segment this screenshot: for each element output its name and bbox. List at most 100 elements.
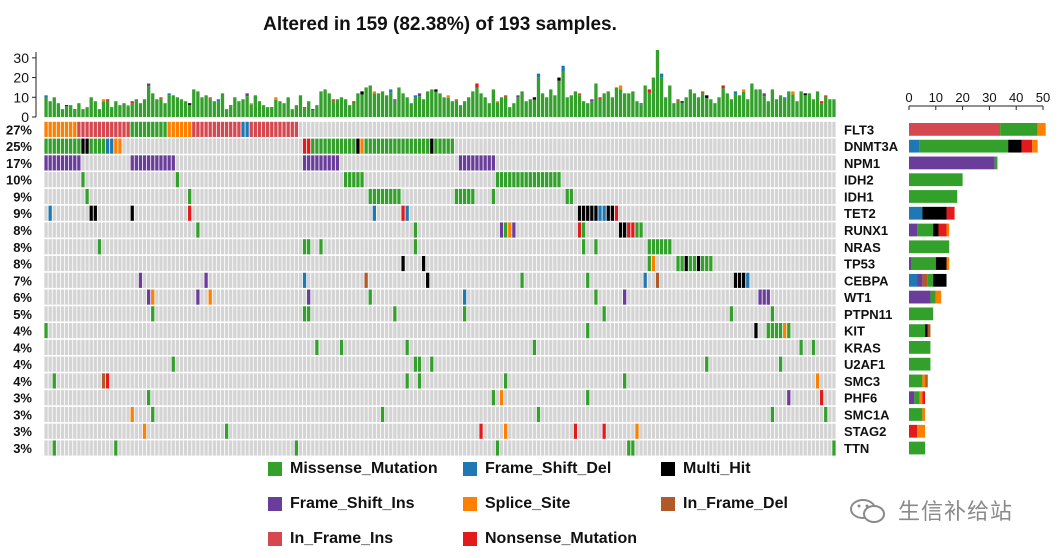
empty-cell <box>729 255 734 272</box>
empty-cell <box>331 239 335 255</box>
mutation-cell <box>52 121 56 137</box>
mutation-cell <box>409 138 413 154</box>
empty-cell <box>257 205 262 221</box>
empty-cell <box>413 155 418 171</box>
gene-bar-axis-tick-label: 20 <box>955 90 969 105</box>
empty-cell <box>512 205 516 221</box>
mutation-cell <box>655 239 660 255</box>
empty-cell <box>85 440 89 456</box>
empty-cell <box>130 373 134 389</box>
empty-cell <box>274 440 278 456</box>
empty-cell <box>159 289 163 305</box>
empty-cell <box>618 138 623 154</box>
empty-cell <box>590 121 594 137</box>
empty-cell <box>557 155 561 171</box>
empty-cell <box>81 289 85 305</box>
empty-cell <box>783 239 787 255</box>
empty-cell <box>766 138 770 154</box>
empty-cell <box>146 373 151 389</box>
mutation-cell <box>426 138 430 154</box>
empty-cell <box>639 373 643 389</box>
empty-cell <box>803 289 807 305</box>
empty-cell <box>434 222 438 238</box>
empty-cell <box>627 239 631 255</box>
empty-cell <box>311 222 315 238</box>
empty-cell <box>557 255 561 272</box>
empty-cell <box>770 239 775 255</box>
empty-cell <box>815 188 820 205</box>
empty-cell <box>627 390 631 406</box>
empty-cell <box>323 121 327 137</box>
empty-cell <box>787 406 791 423</box>
mutation-cell <box>151 306 155 322</box>
empty-cell <box>647 205 651 221</box>
empty-cell <box>631 239 635 255</box>
empty-cell <box>614 306 619 322</box>
empty-cell <box>188 272 192 288</box>
tmb-bar <box>458 105 463 117</box>
empty-cell <box>651 222 656 238</box>
empty-cell <box>339 188 344 205</box>
empty-cell <box>495 121 500 137</box>
mutation-cell <box>647 255 651 272</box>
empty-cell <box>717 306 721 322</box>
empty-cell <box>167 239 171 255</box>
empty-cell <box>729 239 734 255</box>
empty-cell <box>569 205 573 221</box>
empty-cell <box>212 356 216 372</box>
empty-cell <box>389 222 393 238</box>
empty-cell <box>495 272 500 288</box>
empty-cell <box>795 356 799 372</box>
empty-cell <box>729 373 734 389</box>
empty-cell <box>458 440 463 456</box>
empty-cell <box>520 323 524 339</box>
empty-cell <box>774 205 779 221</box>
empty-cell <box>783 138 787 154</box>
empty-cell <box>635 289 639 305</box>
empty-cell <box>803 423 807 439</box>
empty-cell <box>302 356 307 372</box>
empty-cell <box>532 406 537 423</box>
tmb-bar <box>311 109 315 117</box>
empty-cell <box>668 440 672 456</box>
empty-cell <box>237 222 241 238</box>
empty-cell <box>705 138 709 154</box>
empty-cell <box>417 121 422 137</box>
empty-cell <box>302 172 307 188</box>
empty-cell <box>647 272 651 288</box>
mutation-cell <box>69 155 73 171</box>
empty-cell <box>204 373 208 389</box>
empty-cell <box>138 289 143 305</box>
empty-cell <box>770 356 775 372</box>
empty-cell <box>130 255 134 272</box>
mutation-cell <box>44 155 48 171</box>
empty-cell <box>220 188 225 205</box>
mutation-cell <box>705 255 709 272</box>
tmb-bar <box>713 103 717 117</box>
empty-cell <box>114 289 118 305</box>
empty-cell <box>799 289 803 305</box>
empty-cell <box>750 373 754 389</box>
empty-cell <box>778 373 783 389</box>
empty-cell <box>413 373 418 389</box>
tmb-bar <box>795 101 799 117</box>
empty-cell <box>672 373 676 389</box>
empty-cell <box>360 188 364 205</box>
empty-cell <box>828 205 832 221</box>
empty-cell <box>664 289 668 305</box>
empty-cell <box>643 423 647 439</box>
empty-cell <box>532 390 537 406</box>
empty-cell <box>426 390 430 406</box>
empty-cell <box>524 205 528 221</box>
empty-cell <box>783 390 787 406</box>
tmb-bar <box>742 91 746 117</box>
empty-cell <box>545 423 549 439</box>
empty-cell <box>573 289 578 305</box>
empty-cell <box>598 272 602 288</box>
gene-bar-segment <box>909 324 926 338</box>
empty-cell <box>93 222 97 238</box>
empty-cell <box>692 121 697 137</box>
empty-cell <box>192 306 196 322</box>
empty-cell <box>651 390 656 406</box>
empty-cell <box>577 406 582 423</box>
